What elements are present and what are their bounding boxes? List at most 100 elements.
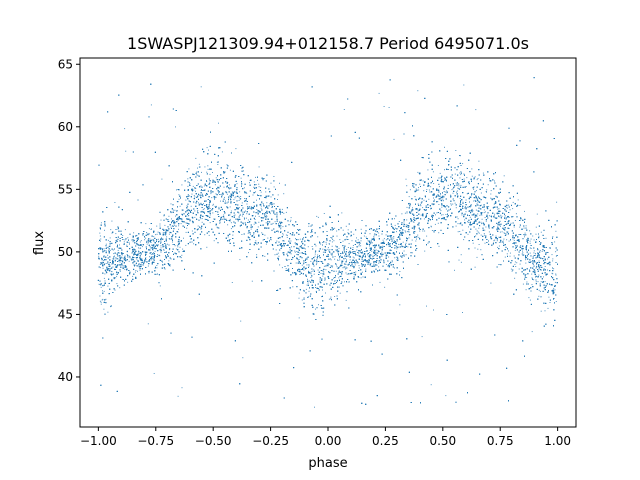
data-point [423,199,425,201]
data-point [332,228,334,230]
data-point [325,269,327,271]
data-point [452,188,454,190]
data-point [331,229,333,231]
data-point [157,244,159,246]
data-point [107,254,109,256]
data-point [159,255,161,257]
data-point [216,161,218,163]
data-point [431,214,433,216]
data-point [308,270,309,272]
data-point [139,269,141,271]
data-point [232,193,234,195]
data-point [285,234,287,236]
data-point [303,266,305,268]
data-point [494,213,496,215]
data-point [438,204,440,205]
data-point [310,260,312,262]
data-point [334,227,336,229]
data-point [101,261,103,263]
data-point [491,198,493,200]
data-point [513,255,515,257]
data-point [183,237,184,239]
data-point [289,221,291,223]
data-point [122,257,124,259]
data-point [111,232,113,234]
data-point [187,178,189,180]
data-point [528,297,530,299]
data-point [328,263,330,265]
data-point [123,243,125,245]
data-point [104,280,106,282]
data-point [488,215,490,217]
data-point [304,248,306,250]
data-point [119,257,121,259]
data-point [501,215,503,217]
data-point [239,259,241,261]
data-point [395,245,397,247]
data-point [296,251,298,252]
data-point [202,209,204,210]
data-point [533,250,535,252]
data-point [216,205,217,207]
data-point [335,245,337,247]
data-point [366,261,367,263]
data-point [474,176,476,178]
data-point [287,244,289,246]
data-point [168,249,170,251]
data-point [349,281,350,283]
data-point [438,183,440,185]
data-point [490,193,492,195]
data-point [256,209,258,210]
data-point [227,224,229,226]
data-point [100,238,102,240]
data-point [159,223,161,225]
data-point [362,256,364,258]
data-point [314,251,316,253]
data-point [353,274,355,276]
data-point [480,192,482,194]
data-point [337,253,339,254]
data-point [416,238,417,240]
data-point [428,189,430,191]
data-point [351,240,353,242]
data-point [360,245,362,247]
data-point [539,290,541,292]
data-point [366,250,367,252]
data-point [318,304,319,306]
data-point [178,194,180,196]
data-point [160,239,162,241]
data-point [212,203,214,205]
data-point [246,213,248,215]
data-point [176,210,178,212]
data-point [360,277,362,279]
data-point [342,267,344,269]
scatter-points [97,77,558,408]
data-point [145,223,147,225]
data-point [475,214,477,216]
data-point [314,406,315,408]
data-point [462,163,464,165]
data-point [373,262,375,264]
data-point [463,173,465,175]
data-point [374,233,376,235]
data-point [256,254,258,256]
data-point [207,209,209,210]
data-point [113,278,115,280]
data-point [405,245,407,247]
data-point [358,277,360,278]
data-point [153,373,155,374]
data-point [263,217,265,219]
data-point [465,211,467,213]
data-point [506,253,508,255]
data-point [178,198,180,200]
data-point [279,213,281,215]
data-point [285,211,287,213]
data-point [502,240,504,242]
data-point [175,126,176,128]
data-point [369,254,371,256]
data-point [149,256,150,258]
data-point [418,187,419,189]
data-point [442,214,444,216]
data-point [509,209,511,211]
data-point [200,202,202,204]
